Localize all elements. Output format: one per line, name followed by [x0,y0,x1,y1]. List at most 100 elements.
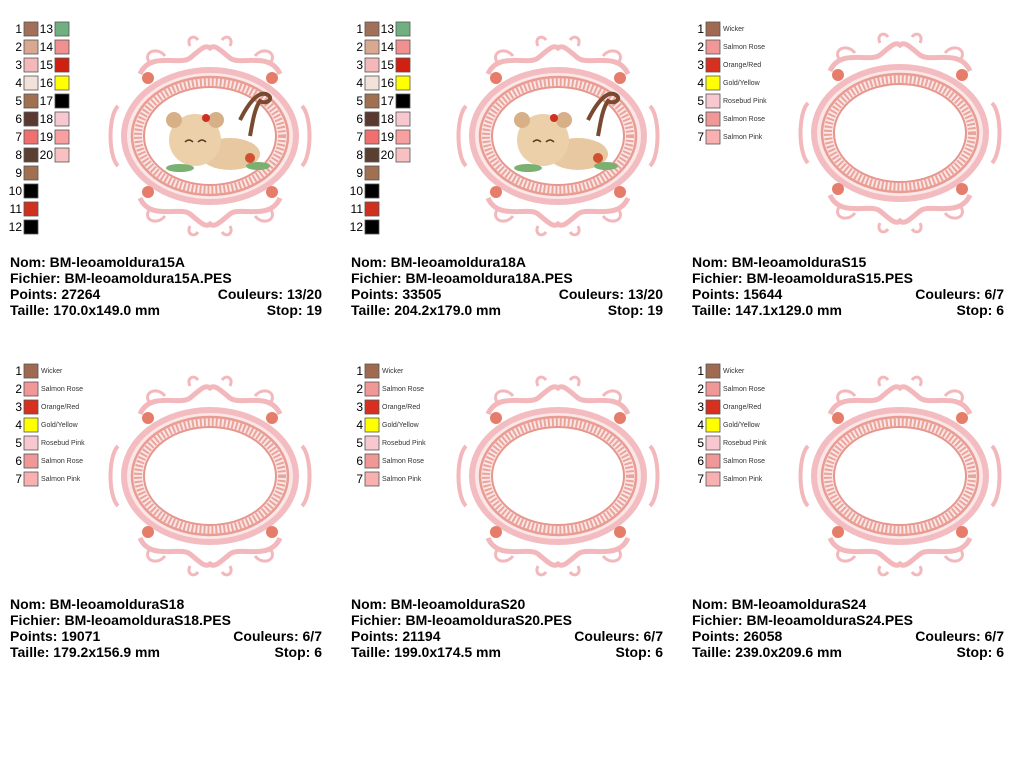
color-swatch [54,129,70,145]
color-swatch [23,183,39,199]
color-number: 3 [697,400,704,414]
color-number: 6 [697,112,704,126]
color-number: 14 [381,40,395,54]
color-swatch [364,471,380,487]
color-swatch [23,381,39,397]
color-number: 8 [15,148,22,162]
color-swatch [705,435,721,451]
design-colors: Couleurs: 6/7 [233,628,322,644]
color-swatch [364,39,380,55]
color-number: 20 [381,148,395,162]
color-number: 4 [15,418,22,432]
color-number: 3 [697,58,704,72]
color-number: 10 [350,184,364,198]
color-swatch [23,165,39,181]
color-number: 13 [40,22,54,36]
color-swatch [705,111,721,127]
color-number: 1 [15,22,22,36]
color-swatch [23,57,39,73]
design-stops: Stop: 6 [957,644,1005,660]
color-swatch [54,147,70,163]
color-number: 17 [40,94,54,108]
design-name: Nom: BM-leoamolduraS20 [351,596,525,612]
color-swatch [23,471,39,487]
color-name: Salmon Rose [382,458,424,465]
color-number: 3 [15,400,22,414]
color-number: 18 [381,112,395,126]
design-size: Taille: 239.0x209.6 mm [692,644,842,660]
color-number: 6 [15,454,22,468]
color-number: 1 [15,364,22,378]
color-number: 8 [356,148,363,162]
color-swatch [54,39,70,55]
color-number: 13 [381,22,395,36]
design-stops: Stop: 6 [616,644,664,660]
design-file: Fichier: BM-leoamolduraS15.PES [692,270,913,286]
design-file: Fichier: BM-leoamolduraS24.PES [692,612,913,628]
color-number: 4 [697,76,704,90]
color-name: Rosebud Pink [723,440,767,447]
color-swatch [23,399,39,415]
color-number: 3 [356,400,363,414]
color-swatch [705,417,721,433]
color-swatch [23,93,39,109]
color-swatch [364,93,380,109]
design-size: Taille: 204.2x179.0 mm [351,302,501,318]
color-number: 19 [40,130,54,144]
color-swatch [23,21,39,37]
color-name: Salmon Pink [382,476,422,483]
color-swatch [364,111,380,127]
color-swatch [364,165,380,181]
color-swatch [54,93,70,109]
design-points: Points: 33505 [351,286,441,302]
color-swatch [54,57,70,73]
color-swatch [364,75,380,91]
color-name: Salmon Rose [382,386,424,393]
color-number: 12 [9,220,23,234]
color-number: 17 [381,94,395,108]
design-points: Points: 27264 [10,286,100,302]
color-number: 11 [10,202,23,216]
color-name: Orange/Red [723,62,761,69]
color-swatch [395,111,411,127]
color-number: 7 [15,130,22,144]
design-colors: Couleurs: 13/20 [218,286,322,302]
color-swatch [364,183,380,199]
color-swatch [23,129,39,145]
color-number: 2 [15,40,22,54]
design-size: Taille: 147.1x129.0 mm [692,302,842,318]
color-name: Salmon Rose [41,458,83,465]
color-number: 19 [381,130,395,144]
color-name: Orange/Red [382,404,420,411]
color-number: 5 [697,436,704,450]
color-swatch [23,39,39,55]
color-number: 7 [697,472,704,486]
design-name: Nom: BM-leoamoldura15A [10,254,185,270]
color-number: 4 [697,418,704,432]
color-swatch [705,21,721,37]
color-number: 2 [697,40,704,54]
color-number: 5 [15,94,22,108]
design-size: Taille: 170.0x149.0 mm [10,302,160,318]
color-number: 14 [40,40,54,54]
color-number: 10 [9,184,23,198]
design-stops: Stop: 6 [275,644,323,660]
color-swatch [23,201,39,217]
color-number: 4 [15,76,22,90]
color-number: 9 [356,166,363,180]
color-number: 1 [697,22,704,36]
color-swatch [705,75,721,91]
design-file: Fichier: BM-leoamoldura15A.PES [10,270,232,286]
design-points: Points: 21194 [351,628,441,644]
color-swatch [364,219,380,235]
color-swatch [705,39,721,55]
design-stops: Stop: 19 [267,302,322,318]
color-name: Salmon Rose [723,116,765,123]
color-number: 12 [350,220,364,234]
color-swatch [395,93,411,109]
color-swatch [395,57,411,73]
design-colors: Couleurs: 6/7 [574,628,663,644]
color-name: Salmon Pink [723,476,763,483]
color-swatch [705,363,721,379]
color-swatch [364,399,380,415]
